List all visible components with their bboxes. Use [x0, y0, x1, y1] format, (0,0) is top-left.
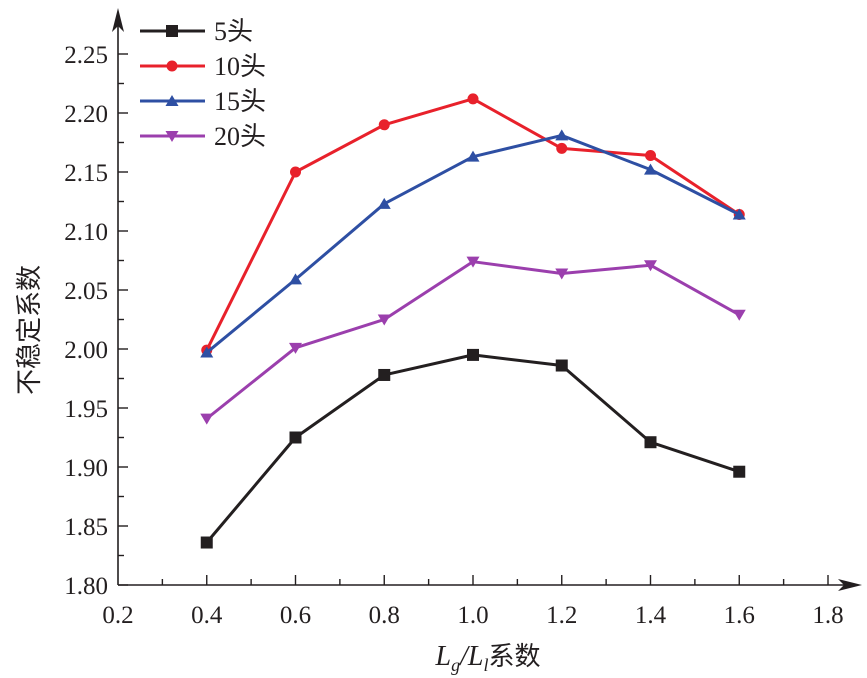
- data-point: [377, 197, 391, 209]
- x-tick-label: 1.8: [812, 602, 843, 629]
- legend-marker-icon: [165, 95, 179, 106]
- y-tick-label: 2.15: [64, 160, 108, 187]
- data-point: [644, 163, 657, 175]
- data-point: [467, 93, 479, 105]
- y-tick-label: 1.85: [64, 514, 108, 541]
- y-tick-label: 1.80: [64, 573, 108, 600]
- data-point: [466, 150, 480, 162]
- y-axis-arrow-icon: [112, 8, 124, 32]
- legend-label: 20头: [214, 122, 266, 151]
- data-point: [289, 431, 302, 444]
- x-tick-label: 0.6: [280, 602, 311, 629]
- x-axis-title: Lg/Ll系数: [435, 641, 541, 675]
- x-axis-title-L2: L: [467, 641, 484, 672]
- data-point: [378, 368, 391, 381]
- legend-marker-icon: [166, 60, 178, 72]
- data-point: [644, 260, 657, 272]
- series-line: [205, 353, 740, 544]
- series-layer: [200, 93, 746, 549]
- x-axis-title-L1: L: [435, 641, 452, 672]
- series-4: [200, 256, 746, 425]
- x-tick-label: 0.2: [102, 602, 133, 629]
- data-point: [290, 166, 301, 178]
- axes: 1.80 1.85 1.90 1.95 2.00 2.05 2.10 2.15 2.20 2.25…: [64, 8, 862, 629]
- y-tick-label: 2.05: [64, 278, 108, 305]
- legend: 5头 10头 15头 20头: [140, 17, 266, 151]
- y-axis-title: 不稳定系数: [15, 265, 45, 395]
- x-axis-title-sub-g: g: [451, 655, 460, 675]
- data-point: [555, 129, 569, 141]
- x-tick-label: 0.8: [369, 602, 400, 629]
- y-tick-label: 1.95: [64, 396, 108, 423]
- data-point: [378, 119, 390, 131]
- data-point: [289, 273, 302, 285]
- data-point: [733, 465, 746, 478]
- data-point: [645, 149, 656, 161]
- x-tick-label: 1.2: [546, 602, 577, 629]
- legend-item: 5头: [140, 17, 253, 46]
- y-tick-label: 1.90: [64, 455, 108, 482]
- x-axis-title-slash: /: [458, 641, 470, 672]
- legend-marker-icon: [166, 25, 178, 37]
- series-line: [205, 133, 740, 354]
- legend-item: 20头: [140, 122, 266, 151]
- y-tick-label: 2.10: [64, 219, 108, 246]
- series-3: [200, 129, 746, 358]
- legend-marker-icon: [165, 131, 179, 142]
- y-tick-label: 2.25: [64, 42, 108, 69]
- data-point: [732, 208, 746, 220]
- data-point: [200, 536, 213, 549]
- x-tick-label: 1.0: [457, 602, 488, 629]
- legend-item: 15头: [140, 87, 266, 116]
- data-point: [732, 309, 746, 321]
- x-tick-label: 0.4: [191, 602, 223, 629]
- series-2: [201, 93, 745, 356]
- data-point: [289, 342, 302, 354]
- data-point: [200, 346, 214, 358]
- x-tick-label: 1.6: [724, 602, 755, 629]
- data-point: [644, 436, 657, 449]
- legend-label: 5头: [214, 17, 253, 46]
- data-point: [466, 256, 480, 268]
- data-point: [555, 268, 569, 280]
- x-axis-arrow-icon: [838, 579, 862, 591]
- data-point: [467, 348, 479, 361]
- legend-label: 15头: [214, 87, 266, 116]
- data-point: [556, 142, 568, 154]
- y-tick-label: 2.20: [64, 101, 108, 128]
- legend-item: 10头: [140, 52, 266, 81]
- data-point: [555, 359, 568, 372]
- x-axis-title-suffix: 系数: [488, 642, 540, 672]
- data-point: [200, 413, 214, 425]
- legend-label: 10头: [214, 52, 266, 81]
- y-tick-label: 2.00: [64, 337, 108, 364]
- x-tick-label: 1.4: [635, 602, 667, 629]
- data-point: [377, 314, 391, 326]
- x-axis-title-sub-l: l: [483, 655, 488, 675]
- series-1: [200, 348, 746, 549]
- series-line: [205, 97, 741, 351]
